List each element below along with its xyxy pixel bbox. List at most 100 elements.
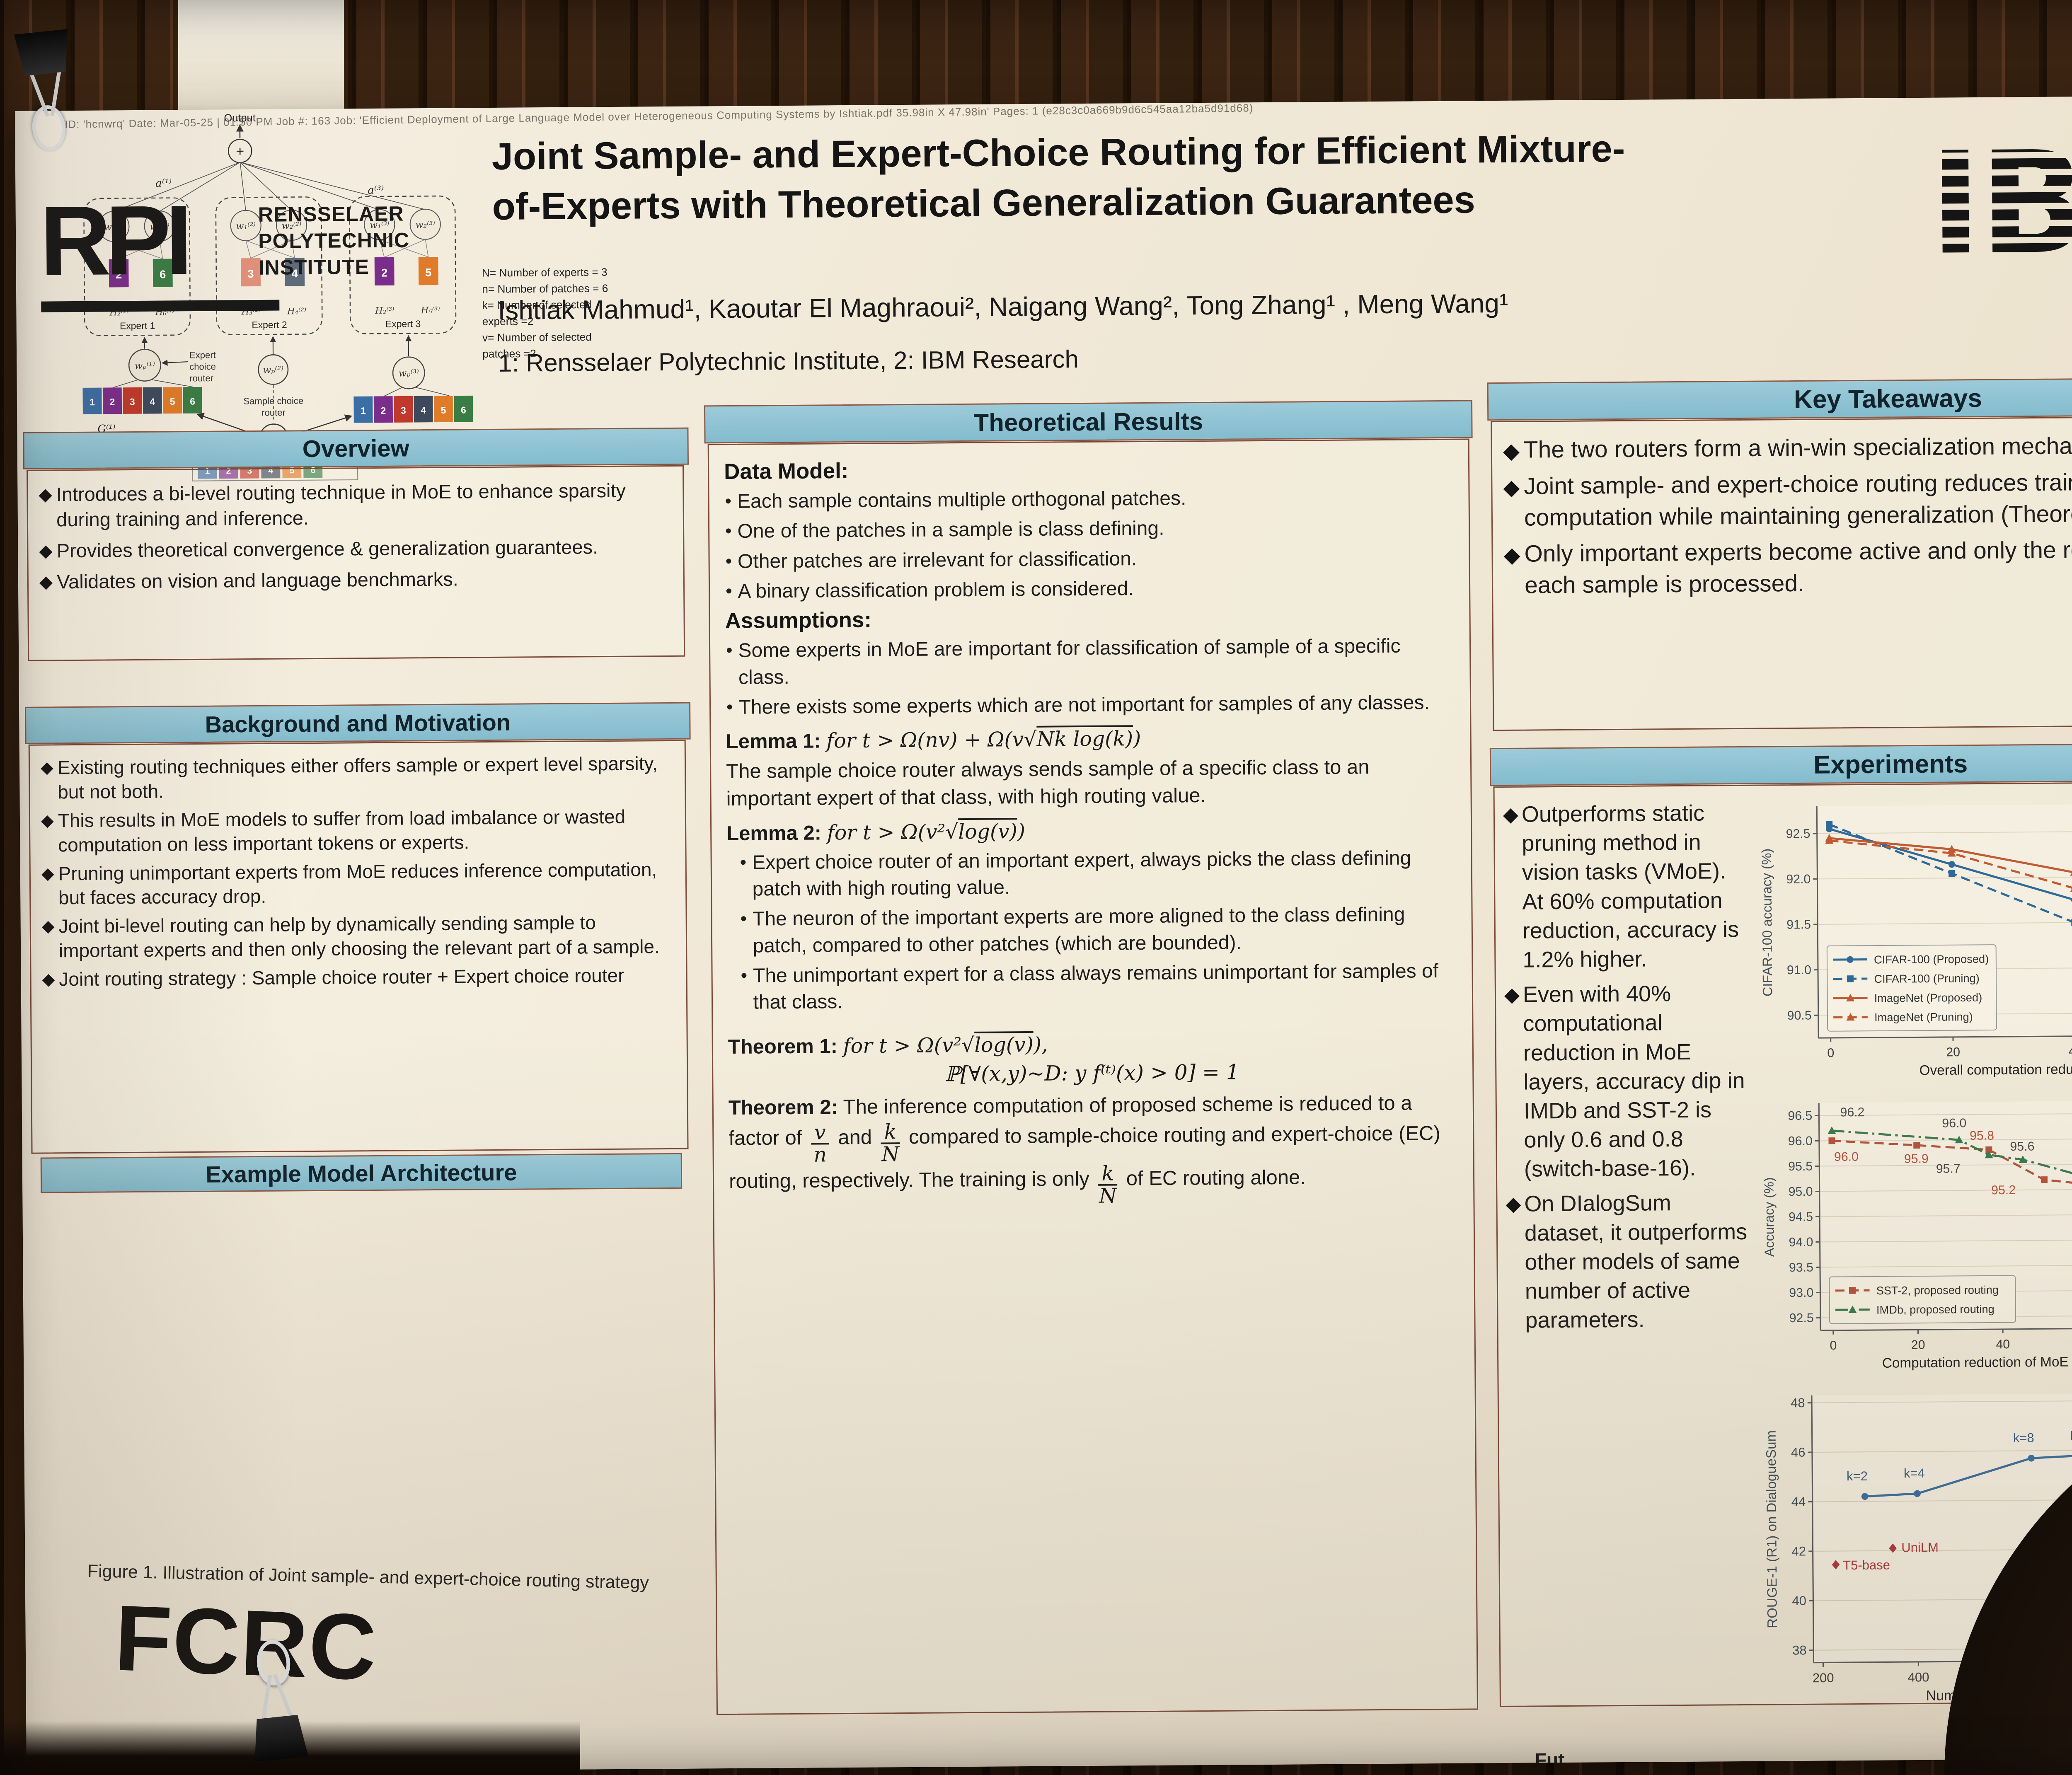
theory-title: Theoretical Results	[973, 407, 1203, 437]
input-strip-number: 2	[226, 466, 231, 476]
hidden-label: H₅⁽³⁾	[420, 305, 440, 316]
marker-diamond	[1832, 1560, 1840, 1569]
marker-triangle	[1828, 1126, 1836, 1134]
expert-name: Expert 3	[385, 318, 421, 329]
bullet-item: • A binary classification problem is cons…	[725, 573, 1452, 605]
bullet-item: • Other patches are irrelevant for classi…	[724, 543, 1452, 575]
marker-triangle	[1985, 1150, 1993, 1158]
hidden-label: H₂⁽³⁾	[375, 306, 394, 316]
expert-choice-router-label: router	[189, 373, 213, 383]
annotation: 95.8	[1970, 1129, 1994, 1142]
rpi-institute-name: RENSSELAER POLYTECHNIC INSTITUTE	[258, 200, 410, 281]
figure-line	[379, 239, 385, 258]
marker-triangle	[1947, 845, 1956, 853]
bullet-item: • Some experts in MoE are important for c…	[726, 635, 1401, 689]
diamond-bullet-icon: ◆	[41, 864, 54, 883]
a1-weight-label: a⁽¹⁾	[155, 177, 172, 189]
hidden-label: H₄⁽²⁾	[287, 306, 306, 317]
theory-panel: Data Model: • Each sample contains multip…	[707, 438, 1479, 1715]
rpi-name-line2: POLYTECHNIC	[258, 228, 410, 253]
marker-square	[1847, 975, 1854, 982]
patch-number: 6	[160, 268, 166, 281]
clip-wire-loop	[30, 104, 68, 152]
marker-circle	[1861, 1493, 1869, 1500]
left-strip-tile	[162, 387, 182, 414]
neuron-label: w₁⁽³⁾	[370, 220, 390, 230]
experiments-panel: ◆ Outperforms static pruning method in vi…	[1493, 781, 2072, 1707]
overview-section-header: Overview	[23, 427, 689, 469]
gridline	[1812, 1399, 2072, 1403]
series-line	[1829, 837, 2072, 924]
neuron-label: w₁⁽²⁾	[236, 221, 256, 232]
figure-line	[159, 241, 163, 259]
expert-choice-router-label: choice	[189, 361, 216, 372]
left-strip-tile	[102, 387, 122, 414]
figure-legend-line: N= Number of experts = 3	[482, 266, 608, 279]
overview-panel: ◆ Introduces a bi-level routing technique…	[27, 465, 685, 661]
background-title: Background and Motivation	[205, 709, 511, 738]
x-tick-label: 20	[1911, 1338, 1925, 1352]
assumptions-heading: Assumptions:	[725, 607, 872, 634]
diamond-bullet-icon: ◆	[39, 484, 52, 504]
patch-number: 2	[116, 268, 122, 281]
rpi-name-line1: RENSSELAER	[258, 202, 404, 226]
rpi-name-line3: INSTITUTE	[258, 255, 370, 279]
y-tick-label: 96.5	[1788, 1109, 1812, 1122]
selection-line	[151, 379, 193, 387]
binder-clip-top-left	[5, 23, 88, 154]
figure-line	[384, 239, 426, 258]
y-axis-label: Accuracy (%)	[1761, 1177, 1777, 1257]
plus-sign: +	[236, 143, 244, 159]
input-strip-number: 6	[310, 466, 315, 475]
dot-bullet-icon: •	[725, 521, 732, 542]
patch-tile	[240, 258, 261, 287]
right-strip-tile	[353, 396, 373, 423]
figure-line	[250, 240, 292, 259]
rpi-logo-underline	[41, 300, 280, 312]
strip-number: 2	[109, 397, 115, 407]
a3-weight-label: a⁽³⁾	[368, 184, 384, 196]
patch-number: 5	[425, 266, 431, 279]
dot-bullet-icon: •	[740, 852, 747, 873]
y-tick-label: 38	[1792, 1643, 1807, 1657]
marker-square	[1825, 821, 1833, 828]
bullet-item: ◆ Joint bi-level routing can help by dyna…	[41, 912, 660, 962]
diamond-bullet-icon: ◆	[42, 970, 55, 989]
gridline	[1819, 1112, 2072, 1116]
y-tick-label: 96.0	[1788, 1134, 1813, 1148]
input-strip-number: 1	[205, 467, 210, 476]
diamond-bullet-icon: ◆	[1504, 984, 1520, 1006]
theorem2-label: Theorem 2:	[728, 1096, 838, 1120]
figure-line	[113, 162, 240, 212]
patch-tile	[152, 259, 173, 287]
language-accuracy-chart: 92.5 93.0 93.5 94.0 94.5 95.0 95.5 96.0 96.5 0 20 4…	[1756, 1088, 2072, 1382]
theorem1-probability-line: ℙ[∀(x,y)~D: y f⁽ᵗ⁾(x) > 0] = 1	[944, 1060, 1239, 1086]
router-label: wₚ⁽³⁾	[398, 368, 419, 379]
y-tick-label: 48	[1791, 1395, 1805, 1410]
figure-line	[240, 162, 425, 210]
figure-line	[240, 162, 246, 211]
y-tick-label: 92.5	[1786, 827, 1811, 841]
selection-line	[383, 387, 403, 397]
bullet-item: ◆ Validates on vision and language benchm…	[39, 568, 458, 593]
x-tick-label: 20	[1946, 1045, 1960, 1059]
bullet-item: • One of the patches in a sample is class…	[724, 513, 1452, 545]
bullet-item: • The unimportant expert for a class alwa…	[741, 960, 1439, 1013]
router-ws-dashed-link	[273, 385, 274, 422]
bullet-item: • The neuron of the important experts are…	[740, 903, 1405, 957]
output-label: Output	[224, 112, 256, 124]
right-strip-tile	[414, 396, 433, 423]
diamond-bullet-icon: ◆	[1503, 439, 1520, 463]
diamond-bullet-icon: ◆	[1506, 1193, 1521, 1216]
router-label: wₚ⁽¹⁾	[134, 360, 155, 371]
poster-title: Joint Sample- and Expert-Choice Routing …	[491, 122, 1918, 232]
figure-line	[245, 240, 295, 259]
architecture-section-header: Example Model Architecture	[40, 1153, 683, 1193]
expert-name: Expert 1	[120, 320, 155, 331]
strip-number: 4	[150, 396, 155, 407]
diamond-bullet-icon: ◆	[1503, 475, 1520, 500]
lemma1-text: The sample choice router always sends sa…	[726, 756, 1370, 810]
figure-line	[159, 162, 240, 212]
patch-number: 4	[291, 267, 298, 280]
